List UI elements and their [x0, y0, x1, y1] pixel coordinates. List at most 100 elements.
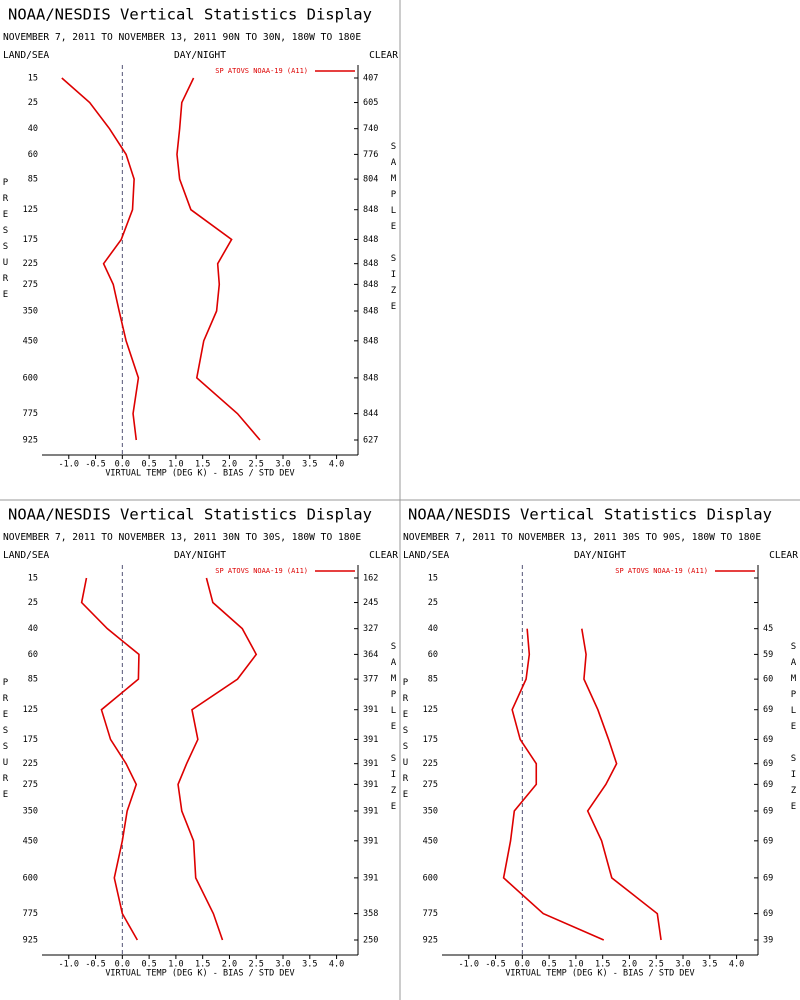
y-tick-label: 600 [23, 873, 38, 883]
y-axis-label: PRESSURE [1, 178, 11, 306]
chart-panel: NOAA/NESDIS Vertical Statistics Display N… [401, 506, 799, 979]
x-tick-label: 0.5 [541, 960, 556, 970]
y-tick-label: 925 [23, 936, 38, 946]
sample-size-label: 627 [363, 436, 378, 446]
sample-size-label: 245 [363, 598, 378, 608]
y-tick-label: 350 [423, 806, 438, 816]
sample-size-label: 848 [363, 306, 378, 316]
label-right: CLEAR [369, 550, 398, 561]
sample-size-label: 364 [363, 650, 378, 660]
sample-size-label: 804 [363, 175, 378, 185]
sample-size-label: 60 [763, 675, 773, 685]
sample-size-label: 391 [363, 806, 378, 816]
profile-line [80, 577, 140, 941]
sample-size-label: 69 [763, 909, 773, 919]
y-axis-label: PRESSURE [401, 678, 411, 806]
y-tick-label: 775 [423, 909, 438, 919]
sample-size-label: 327 [363, 624, 378, 634]
sample-size-label: 59 [763, 650, 773, 660]
sample-size-label: 69 [763, 759, 773, 769]
y-tick-label: 85 [28, 175, 38, 185]
x-tick-label: 1.5 [595, 960, 610, 970]
x-tick-label: 0.5 [141, 960, 156, 970]
profile-line [176, 77, 261, 441]
y-tick-label: 175 [23, 235, 38, 245]
label-left: LAND/SEA [3, 50, 49, 61]
y-tick-label: 125 [423, 705, 438, 715]
x-tick-label: 4.0 [329, 960, 344, 970]
profile-line [177, 577, 258, 941]
x-tick-label: 2.0 [622, 960, 637, 970]
sample-size-label: 162 [363, 574, 378, 584]
x-tick-label: 3.0 [675, 960, 690, 970]
sample-size-label: 69 [763, 873, 773, 883]
sample-size-label: 69 [763, 705, 773, 715]
x-axis-label: VIRTUAL TEMP (DEG K) - BIAS / STD DEV [505, 969, 694, 979]
y-tick-label: 600 [423, 873, 438, 883]
sample-size-label: 391 [363, 836, 378, 846]
x-tick-label: 4.0 [329, 460, 344, 470]
sample-size-label: 391 [363, 759, 378, 769]
y-tick-label: 275 [23, 280, 38, 290]
x-tick-label: 2.0 [222, 960, 237, 970]
x-tick-label: 2.5 [249, 960, 264, 970]
panel-title: NOAA/NESDIS Vertical Statistics Display [8, 6, 372, 24]
sample-size-label: 848 [363, 259, 378, 269]
y-tick-label: 25 [28, 98, 38, 108]
sample-size-label: 848 [363, 336, 378, 346]
x-tick-label: 1.0 [168, 960, 183, 970]
x-axis-label: VIRTUAL TEMP (DEG K) - BIAS / STD DEV [105, 969, 294, 979]
sample-size-label: 844 [363, 409, 378, 419]
sample-size-label: 377 [363, 675, 378, 685]
y-tick-label: 175 [423, 735, 438, 745]
panel-title: NOAA/NESDIS Vertical Statistics Display [8, 506, 372, 524]
y-tick-label: 225 [423, 759, 438, 769]
label-right: CLEAR [369, 50, 398, 61]
sample-size-label: 848 [363, 280, 378, 290]
x-tick-label: -0.5 [85, 960, 105, 970]
y-tick-label: 60 [428, 650, 438, 660]
y-tick-label: 85 [28, 675, 38, 685]
legend-label: SP ATOVS NOAA-19 (A11) [615, 567, 708, 575]
y-tick-label: 350 [23, 806, 38, 816]
x-tick-label: 1.0 [168, 460, 183, 470]
sample-size-label: 391 [363, 705, 378, 715]
y-tick-label: 925 [23, 436, 38, 446]
sample-size-label: 69 [763, 780, 773, 790]
x-tick-label: 1.0 [568, 960, 583, 970]
y-tick-label: 40 [428, 624, 438, 634]
x-tick-label: 4.0 [729, 960, 744, 970]
y2-axis-label: SAMPLE SIZE [389, 142, 399, 318]
panel-subtitle: NOVEMBER 7, 2011 TO NOVEMBER 13, 2011 30… [3, 532, 361, 543]
y-tick-label: 60 [28, 650, 38, 660]
y-tick-label: 25 [28, 598, 38, 608]
sample-size-label: 358 [363, 909, 378, 919]
label-right: CLEAR [769, 550, 798, 561]
x-tick-label: 2.5 [649, 960, 664, 970]
y-tick-label: 40 [28, 124, 38, 134]
y-axis-label: PRESSURE [1, 678, 11, 806]
y-tick-label: 600 [23, 373, 38, 383]
panel-title: NOAA/NESDIS Vertical Statistics Display [408, 506, 772, 524]
sample-size-label: 69 [763, 806, 773, 816]
y2-axis-label: SAMPLE SIZE [789, 642, 799, 818]
x-tick-label: 1.5 [195, 960, 210, 970]
y-tick-label: 450 [423, 836, 438, 846]
x-tick-label: -0.5 [485, 960, 505, 970]
y-tick-label: 225 [23, 759, 38, 769]
label-left: LAND/SEA [403, 550, 449, 561]
sample-size-label: 776 [363, 150, 378, 160]
y-tick-label: 85 [428, 675, 438, 685]
y-tick-label: 25 [428, 598, 438, 608]
label-center: DAY/NIGHT [174, 50, 226, 61]
y-tick-label: 275 [423, 780, 438, 790]
y-tick-label: 350 [23, 306, 38, 316]
panel-subtitle: NOVEMBER 7, 2011 TO NOVEMBER 13, 2011 90… [3, 32, 361, 43]
sample-size-label: 69 [763, 735, 773, 745]
y-tick-label: 925 [423, 936, 438, 946]
y2-axis-label: SAMPLE SIZE [389, 642, 399, 818]
sample-size-label: 39 [763, 936, 773, 946]
x-tick-label: 3.5 [702, 960, 717, 970]
x-tick-label: 1.5 [195, 460, 210, 470]
